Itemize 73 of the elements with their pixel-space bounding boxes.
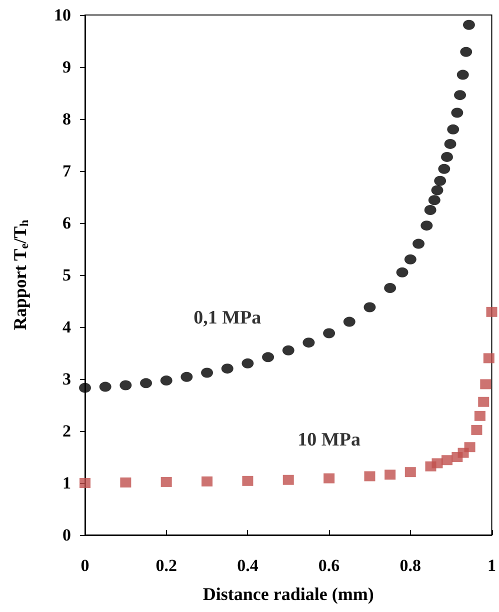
y-tick-label: 6	[62, 214, 71, 232]
point	[444, 138, 456, 149]
point	[180, 372, 193, 382]
point	[221, 364, 234, 374]
point	[262, 352, 274, 362]
series-label: 10 MPa	[298, 429, 361, 450]
y-tick-label: 5	[62, 266, 71, 284]
x-tick-label: 0	[80, 556, 90, 575]
point	[384, 283, 396, 293]
y-axis-title: Rapport Te/Th	[10, 219, 31, 330]
y-tick-label: 2	[62, 422, 71, 440]
series-label: 0,1 MPa	[194, 308, 262, 329]
point	[202, 476, 213, 486]
point	[160, 376, 172, 386]
point	[242, 476, 254, 486]
point	[282, 345, 294, 356]
point	[323, 328, 336, 338]
point	[120, 477, 132, 488]
x-tick-label: 0.4	[237, 556, 259, 575]
x-tick-label: 0.6	[318, 556, 340, 575]
point	[404, 467, 416, 478]
point	[447, 124, 460, 134]
point	[160, 476, 172, 487]
point	[404, 254, 416, 264]
point	[428, 195, 440, 206]
point	[431, 185, 444, 196]
y-tick-label: 4	[62, 318, 72, 336]
y-tick-label: 3	[62, 370, 71, 388]
point	[486, 306, 498, 317]
y-tick-label: 1	[62, 474, 71, 492]
point	[451, 108, 464, 118]
point	[384, 470, 396, 480]
point	[364, 302, 376, 312]
point	[438, 164, 450, 174]
point	[420, 220, 433, 231]
point	[282, 474, 294, 485]
y-tick-label: 9	[62, 58, 71, 76]
point	[483, 353, 494, 364]
point	[396, 267, 408, 278]
point	[474, 410, 486, 421]
y-tick-label: 10	[54, 6, 71, 24]
point	[140, 378, 152, 388]
y-tick-label: 7	[62, 162, 72, 180]
point	[434, 176, 446, 186]
point	[424, 205, 436, 215]
point	[242, 358, 254, 368]
point	[432, 458, 443, 468]
x-tick-label: 0.8	[400, 556, 422, 575]
point	[442, 455, 453, 466]
point	[324, 473, 335, 484]
x-tick-label: 0.2	[156, 556, 177, 575]
point	[80, 478, 90, 488]
point	[99, 382, 112, 392]
point	[454, 90, 466, 100]
point	[79, 382, 91, 393]
x-axis-title: Distance radiale (mm)	[202, 584, 374, 604]
y-tick-label: 8	[62, 110, 71, 128]
point	[120, 380, 132, 390]
point	[201, 368, 214, 378]
point	[471, 424, 482, 435]
point	[460, 46, 472, 57]
point	[456, 70, 469, 80]
point	[464, 442, 476, 452]
x-tick-label: 1	[488, 556, 496, 575]
point	[302, 338, 315, 348]
point	[343, 316, 356, 327]
point	[412, 238, 425, 249]
y-tick-label: 0	[62, 526, 71, 544]
point	[480, 379, 492, 390]
point	[462, 20, 475, 30]
point	[364, 471, 376, 482]
point	[478, 396, 490, 407]
point	[441, 152, 454, 162]
